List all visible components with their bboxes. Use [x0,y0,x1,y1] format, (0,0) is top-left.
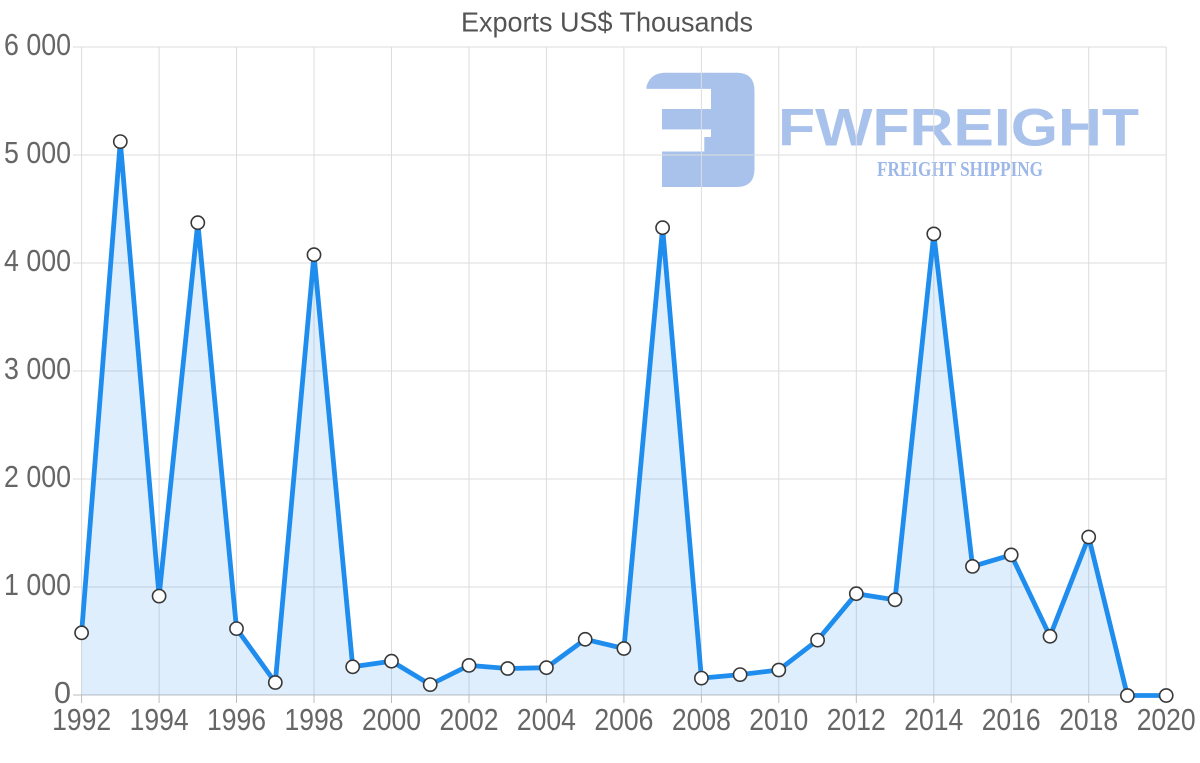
svg-text:Exports US$ Thousands: Exports US$ Thousands [461,7,753,38]
svg-text:2002: 2002 [440,703,499,737]
svg-text:2004: 2004 [517,703,576,737]
svg-text:2010: 2010 [749,703,808,737]
svg-text:2008: 2008 [672,703,731,737]
svg-text:FWFREIGHT: FWFREIGHT [778,99,1139,158]
svg-text:2000: 2000 [362,703,421,737]
svg-text:0: 0 [54,676,71,710]
svg-text:2 000: 2 000 [4,460,71,494]
svg-text:FREIGHT SHIPPING: FREIGHT SHIPPING [877,157,1043,181]
svg-text:2014: 2014 [904,703,963,737]
svg-text:4 000: 4 000 [4,244,71,278]
svg-text:2016: 2016 [982,703,1041,737]
svg-text:1998: 1998 [285,703,344,737]
svg-text:1 000: 1 000 [4,568,71,602]
svg-text:6 000: 6 000 [4,28,71,62]
svg-text:2018: 2018 [1059,703,1118,737]
svg-text:2020: 2020 [1137,703,1196,737]
svg-text:2006: 2006 [594,703,653,737]
svg-text:1996: 1996 [207,703,266,737]
svg-text:1994: 1994 [130,703,189,737]
svg-text:1992: 1992 [52,703,111,737]
svg-text:2012: 2012 [827,703,886,737]
svg-text:5 000: 5 000 [4,136,71,170]
svg-text:3 000: 3 000 [4,352,71,386]
